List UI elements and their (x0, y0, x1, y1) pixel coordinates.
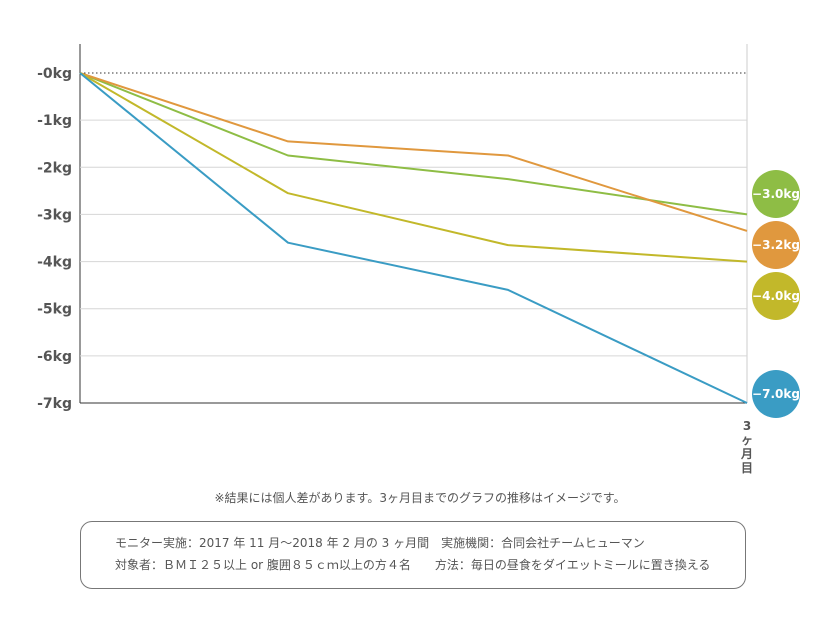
series-line (79, 72, 748, 404)
series-line (79, 72, 748, 216)
end-value-badge (752, 170, 800, 218)
y-tick-label: -3kg (37, 207, 72, 223)
monitor-info-line-2: 対象者：ＢＭＩ２５以上 or 腹囲８５ｃｍ以上の方４名 方法：毎日の昼食をダイエ… (115, 558, 711, 572)
monitor-info-line-1: モニター実施：2017 年 11 月〜2018 年 2 月の 3 ヶ月間 実施機… (115, 536, 645, 550)
series-lines (79, 72, 748, 404)
disclaimer-note: ※結果には個人差があります。3ヶ月目までのグラフの推移はイメージです。 (214, 491, 626, 505)
x-axis-end-char: ヶ (741, 433, 753, 447)
end-value-label: −4.0kg (752, 289, 800, 303)
y-tick-label: -1kg (37, 113, 72, 129)
monitor-info-box: モニター実施：2017 年 11 月〜2018 年 2 月の 3 ヶ月間 実施機… (80, 521, 746, 589)
end-value-label: −7.0kg (752, 387, 800, 401)
series-line (79, 72, 748, 263)
y-axis-ticks: -0kg -1kg -2kg -3kg -4kg -5kg -6kg -7kg (37, 66, 72, 412)
x-axis-end-char: 目 (741, 461, 753, 475)
x-axis-end-label: 3ヶ月目 (740, 419, 753, 475)
end-value-badge (752, 272, 800, 320)
weight-loss-chart: -0kg-1kg-2kg-3kg-4kg-5kg-6kg-7kg −3.0kg−… (37, 44, 800, 475)
x-axis-end-char: 3 (743, 419, 751, 433)
y-tick-label: -2kg (37, 160, 72, 176)
y-tick-label: -0kg (37, 66, 72, 82)
end-value-label: −3.2kg (752, 238, 800, 252)
end-value-label: −3.0kg (752, 187, 800, 201)
end-value-badge (752, 370, 800, 418)
y-tick-label: -4kg (37, 255, 72, 271)
series-line (79, 72, 748, 232)
end-value-badge (752, 221, 800, 269)
y-tick-label: -7kg (37, 396, 72, 412)
y-tick-label: -6kg (37, 349, 72, 365)
end-value-badges: −3.0kg −3.2kg −4.0kg −7.0kg (752, 170, 800, 418)
grid-lines (79, 44, 748, 404)
x-axis-end-char: 月 (740, 447, 753, 461)
y-tick-label: -5kg (37, 302, 72, 318)
